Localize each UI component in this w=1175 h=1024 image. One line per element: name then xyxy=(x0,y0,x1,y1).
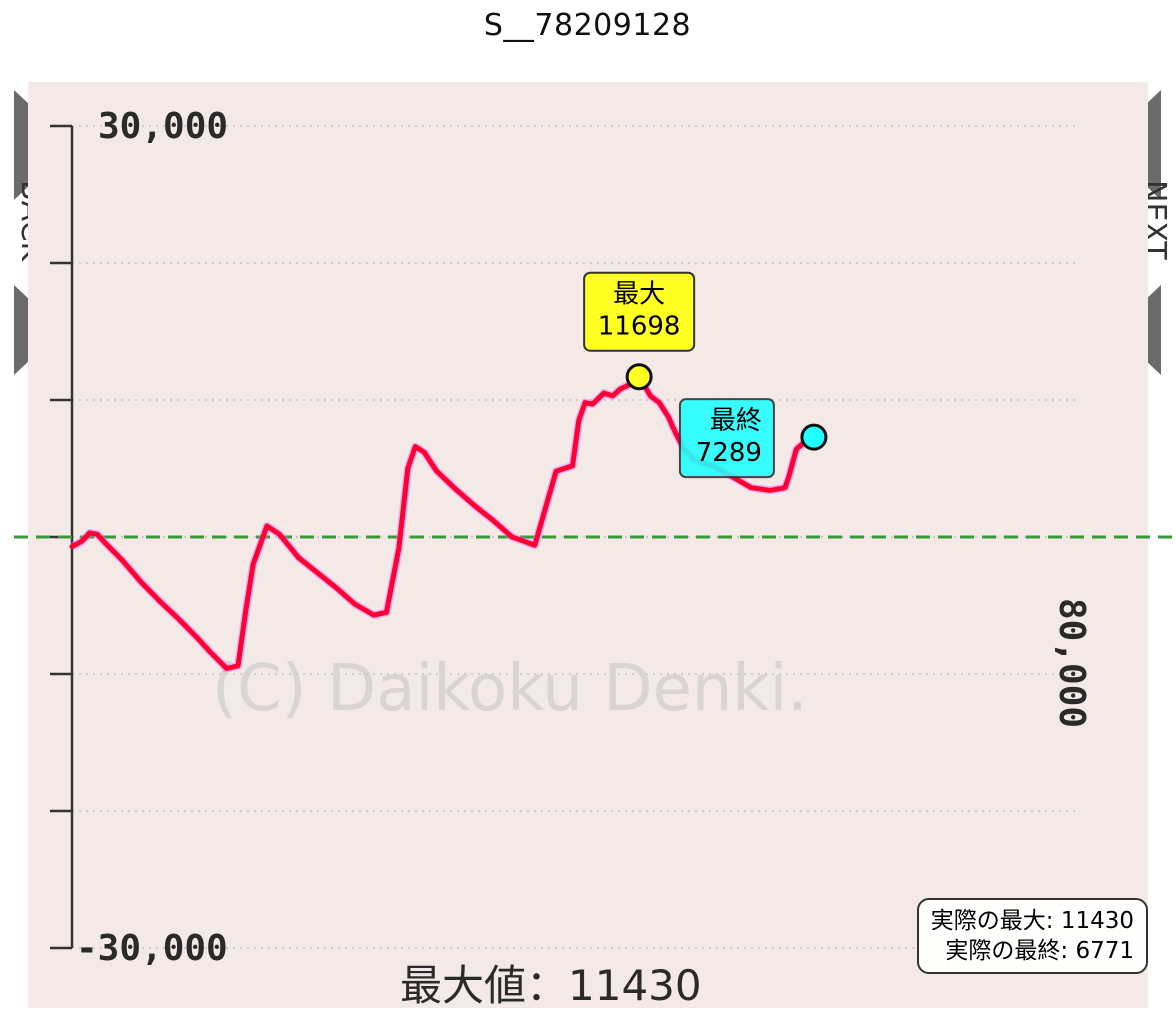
x-max-label: 80,000 xyxy=(1051,598,1092,728)
max-callout-value: 11698 xyxy=(598,312,681,342)
actual-last-text: 実際の最終: 6771 xyxy=(945,938,1134,964)
max-callout-box xyxy=(583,271,696,352)
info-box: 実際の最大: 11430 実際の最終: 6771 xyxy=(916,898,1148,974)
back-tab-arrow-0 xyxy=(14,90,30,200)
back-tab-arrow-1 xyxy=(14,285,30,375)
last-callout-box xyxy=(678,398,775,479)
watermark: (C) Daikoku Denki. xyxy=(212,652,808,726)
actual-max-text: 実際の最大: 11430 xyxy=(930,908,1134,934)
bottom-caption: 最大値：11430 xyxy=(400,961,702,1010)
last-callout-label: 最終 xyxy=(710,406,762,436)
y-tick-label-top: 30,000 xyxy=(98,106,228,147)
y-tick-label-bottom: -30,000 xyxy=(76,928,228,969)
max-marker xyxy=(625,363,653,391)
next-tab-arrow-1 xyxy=(1145,285,1161,375)
figure-title: S__78209128 xyxy=(483,8,692,43)
last-marker xyxy=(800,423,828,451)
last-callout-value: 7289 xyxy=(696,438,762,468)
max-callout-label: 最大 xyxy=(613,280,665,310)
next-tab-arrow-0 xyxy=(1145,90,1161,200)
chart-panel xyxy=(28,82,1148,1008)
